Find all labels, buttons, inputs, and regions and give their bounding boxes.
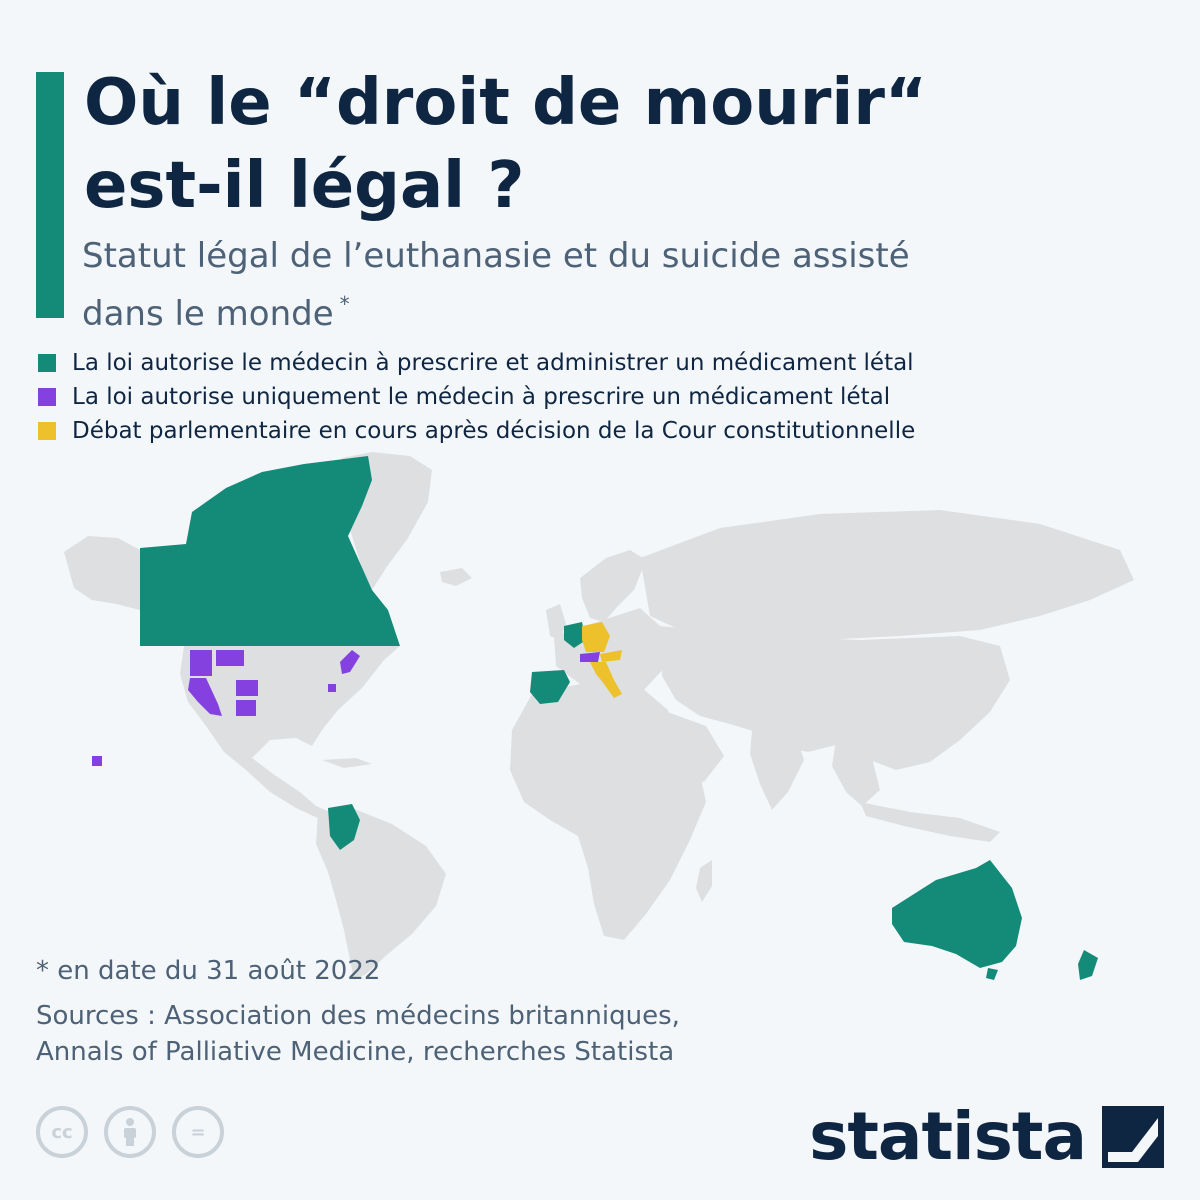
hawaii-region — [92, 756, 102, 766]
caribbean — [322, 758, 372, 768]
japan — [966, 648, 988, 704]
legend-label: La loi autorise le médecin à prescrire e… — [72, 350, 914, 376]
india — [750, 730, 804, 810]
nd-icon[interactable]: = — [172, 1106, 224, 1158]
british-isles — [546, 604, 566, 640]
italy-region — [590, 662, 622, 698]
title-line-2: est-il légal ? — [84, 149, 525, 223]
sources-line-2: Annals of Palliative Medicine, recherche… — [36, 1037, 675, 1067]
scandinavia — [580, 550, 646, 622]
region-purple-group — [92, 650, 600, 766]
canada-region — [140, 456, 400, 646]
title-line-1: Où le “droit de mourir“ — [84, 66, 927, 140]
montana-region — [216, 650, 244, 666]
region-teal-group — [140, 456, 1098, 980]
colombia-region — [328, 804, 360, 850]
world-map — [64, 452, 1134, 980]
footnote: * en date du 31 août 2022 — [36, 956, 381, 986]
page-title: Où le “droit de mourir“ est-il légal ? — [84, 62, 1164, 228]
license-icons: cc = — [36, 1106, 224, 1158]
logo-wordmark: statista — [809, 1098, 1087, 1175]
australia-region — [892, 860, 1022, 968]
new-jersey-region — [328, 684, 336, 692]
southeast-asia — [832, 740, 880, 806]
subtitle-line-1: Statut légal de l’euthanasie et du suici… — [82, 236, 910, 276]
switzerland-region — [580, 652, 600, 662]
subtitle-footnote-marker: * — [339, 292, 350, 316]
benelux-region — [564, 622, 586, 648]
washington-oregon-region — [190, 650, 212, 676]
russia — [640, 510, 1134, 640]
iceland — [440, 568, 472, 586]
madagascar — [696, 860, 712, 902]
legend-item-debate: Débat parlementaire en cours après décis… — [38, 414, 915, 448]
legend-item-prescribe-administer: La loi autorise le médecin à prescrire e… — [38, 346, 915, 380]
austria-region — [600, 650, 622, 662]
united-states — [180, 646, 400, 758]
indonesia — [860, 802, 1000, 842]
spain-region — [530, 670, 570, 704]
nd-icon-glyph: = — [190, 1121, 206, 1143]
legend: La loi autorise le médecin à prescrire e… — [38, 346, 915, 448]
by-icon[interactable] — [104, 1106, 156, 1158]
legend-label: Débat parlementaire en cours après décis… — [72, 418, 916, 444]
africa — [510, 684, 706, 940]
california-region — [188, 678, 222, 716]
legend-item-prescribe-only: La loi autorise uniquement le médecin à … — [38, 380, 915, 414]
region-yellow-group — [582, 622, 622, 698]
statista-mark-icon — [1102, 1105, 1164, 1168]
cc-icon[interactable]: cc — [36, 1106, 88, 1158]
germany-region — [582, 622, 610, 652]
tasmania-region — [986, 968, 998, 980]
legend-label: La loi autorise uniquement le médecin à … — [72, 384, 891, 410]
legend-swatch-yellow — [38, 422, 56, 440]
title-accent-bar — [36, 72, 64, 318]
sources: Sources : Association des médecins brita… — [36, 998, 680, 1070]
legend-swatch-purple — [38, 388, 56, 406]
cc-icon-glyph: cc — [51, 1121, 73, 1143]
subtitle: Statut légal de l’euthanasie et du suici… — [82, 232, 1162, 338]
alaska — [64, 536, 140, 610]
new-mexico-region — [236, 700, 256, 716]
sources-line-1: Sources : Association des médecins brita… — [36, 1001, 680, 1031]
mexico-central-america — [206, 726, 330, 820]
asia — [660, 626, 1010, 770]
colorado-region — [236, 680, 258, 696]
statista-logo[interactable]: statista — [809, 1098, 1164, 1175]
vermont-maine-region — [340, 650, 360, 674]
south-america — [316, 808, 446, 980]
legend-swatch-teal — [38, 354, 56, 372]
subtitle-line-2: dans le monde — [82, 294, 334, 334]
person-icon — [124, 1118, 136, 1146]
new-zealand-north-region — [1078, 950, 1098, 980]
